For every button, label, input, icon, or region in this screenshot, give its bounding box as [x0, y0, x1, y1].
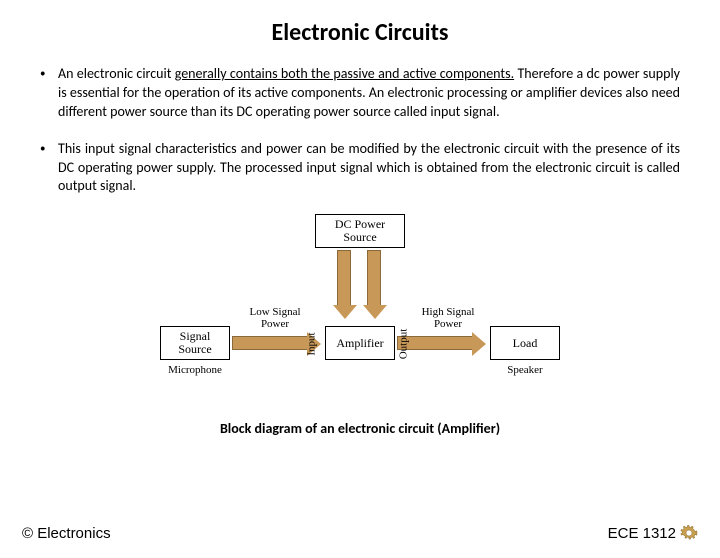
bullet-dot: •: [40, 140, 58, 197]
sublabel-microphone: Microphone: [160, 364, 230, 376]
arrow-dc-down-right: [367, 250, 381, 308]
bullet-list: • An electronic circuit generally contai…: [0, 65, 720, 196]
arrow-dc-down-left: [337, 250, 351, 308]
sublabel-speaker: Speaker: [490, 364, 560, 376]
diagram-container: DC PowerSource SignalSource Microphone A…: [0, 214, 720, 414]
label-high-signal: High SignalPower: [408, 306, 488, 330]
bullet-dot: •: [40, 65, 58, 122]
bullet-item-2: • This input signal characteristics and …: [40, 140, 680, 197]
bullet-text-2: This input signal characteristics and po…: [58, 140, 680, 197]
p1-pre: An electronic circuit: [58, 65, 175, 82]
arrow-source-amp: [232, 336, 310, 350]
p1-underlined: generally contains both the passive and …: [175, 65, 514, 82]
diagram-caption: Block diagram of an electronic circuit (…: [0, 420, 720, 437]
node-signal-source: SignalSource: [160, 326, 230, 360]
gear-icon: [680, 524, 698, 542]
node-amplifier: Amplifier: [325, 326, 395, 360]
footer-course: ECE 1312: [608, 524, 698, 542]
bullet-item-1: • An electronic circuit generally contai…: [40, 65, 680, 122]
label-input: Input: [306, 333, 318, 356]
label-low-signal: Low SignalPower: [235, 306, 315, 330]
node-load: Load: [490, 326, 560, 360]
node-dc-power: DC PowerSource: [315, 214, 405, 248]
page-title: Electronic Circuits: [0, 18, 720, 47]
footer-copyright: © Electronics: [22, 525, 111, 542]
bullet-text-1: An electronic circuit generally contains…: [58, 65, 680, 122]
label-output: Output: [397, 329, 409, 360]
block-diagram: DC PowerSource SignalSource Microphone A…: [140, 214, 580, 414]
footer-course-code: ECE 1312: [608, 525, 676, 542]
